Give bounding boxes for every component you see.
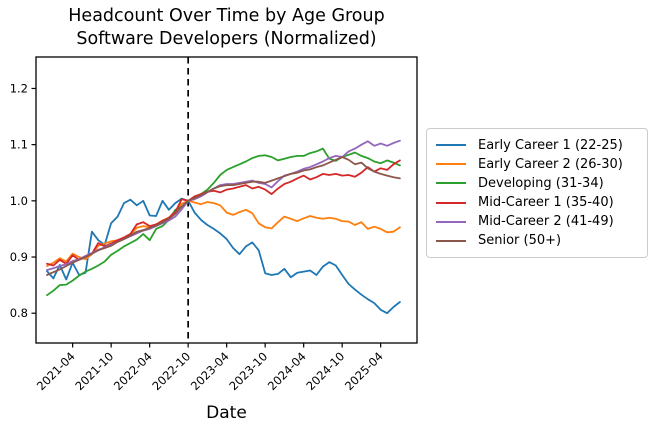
plot-border xyxy=(35,56,418,344)
legend-label: Senior (50+) xyxy=(478,233,562,249)
x-tick-label: 2025-04 xyxy=(342,349,386,393)
legend-item-mid-career-2-41-49: Mid-Career 2 (41-49) xyxy=(436,213,639,231)
legend-line-sample xyxy=(436,182,466,185)
y-tick-label: 1.0 xyxy=(10,194,28,208)
legend-line-sample xyxy=(436,201,466,204)
legend-item-developing-31-34: Developing (31-34) xyxy=(436,174,639,192)
x-tick-label: 2023-04 xyxy=(188,349,232,393)
legend-line-sample xyxy=(436,239,466,242)
chart-title: Headcount Over Time by Age Group xyxy=(68,6,385,26)
legend-label: Mid-Career 1 (35-40) xyxy=(478,195,614,211)
legend-label: Early Career 2 (26-30) xyxy=(478,156,623,172)
legend-label: Developing (31-34) xyxy=(478,175,604,191)
series-line-early-career-2-26-30 xyxy=(46,199,401,267)
series-line-mid-career-1-35-40 xyxy=(46,159,401,267)
series-lines-group xyxy=(46,139,401,315)
x-tick-label: 2021-10 xyxy=(72,349,116,393)
x-tick-label: 2023-10 xyxy=(226,349,270,393)
x-axis-label: Date xyxy=(206,403,247,423)
legend-line-sample xyxy=(436,163,466,166)
x-tick-label: 2021-04 xyxy=(34,349,78,393)
legend-box: Early Career 1 (22-25) Early Career 2 (26… xyxy=(426,128,648,258)
y-tick-label: 0.8 xyxy=(10,306,28,320)
x-tick-label: 2022-04 xyxy=(111,349,155,393)
series-line-early-career-1-22-25 xyxy=(46,197,401,315)
x-tick-label: 2022-10 xyxy=(149,349,193,393)
legend-item-senior-50: Senior (50+) xyxy=(436,232,639,250)
x-tick-label: 2024-04 xyxy=(265,349,309,393)
legend-label: Early Career 1 (22-25) xyxy=(478,137,623,153)
legend-label: Mid-Career 2 (41-49) xyxy=(478,214,614,230)
legend-item-early-career-2-26-30: Early Career 2 (26-30) xyxy=(436,155,639,173)
legend-line-sample xyxy=(436,220,466,223)
y-tick-label: 1.2 xyxy=(10,81,28,95)
y-tick-label: 0.9 xyxy=(10,250,28,264)
series-line-senior-50 xyxy=(46,156,401,276)
chart-subtitle: Software Developers (Normalized) xyxy=(76,29,377,49)
legend-item-mid-career-1-35-40: Mid-Career 1 (35-40) xyxy=(436,194,639,212)
legend-line-sample xyxy=(436,144,466,146)
y-tick-label: 1.1 xyxy=(10,138,28,152)
x-tick-label: 2024-10 xyxy=(303,349,347,393)
chart-title-block: Headcount Over Time by Age Group Softwar… xyxy=(0,5,453,51)
legend-item-early-career-1-22-25: Early Career 1 (22-25) xyxy=(436,136,639,154)
